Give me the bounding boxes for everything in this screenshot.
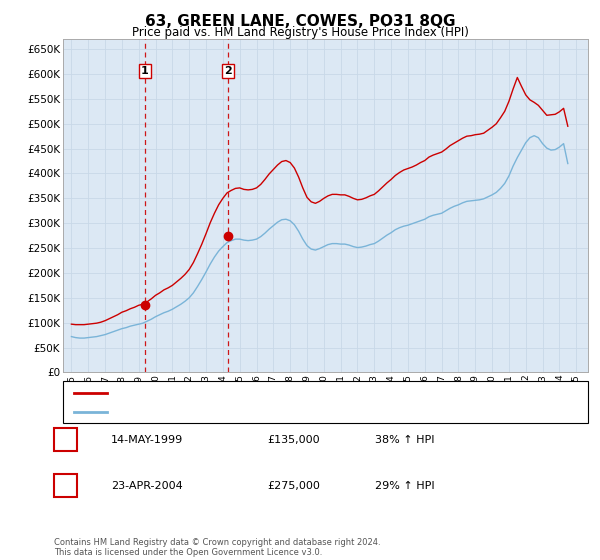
Text: 1: 1 <box>61 433 70 446</box>
Text: £275,000: £275,000 <box>267 480 320 491</box>
Text: Contains HM Land Registry data © Crown copyright and database right 2024.
This d: Contains HM Land Registry data © Crown c… <box>54 538 380 557</box>
Text: 2: 2 <box>224 66 232 76</box>
Text: Price paid vs. HM Land Registry's House Price Index (HPI): Price paid vs. HM Land Registry's House … <box>131 26 469 39</box>
Text: 2: 2 <box>61 479 70 492</box>
Text: 29% ↑ HPI: 29% ↑ HPI <box>375 480 434 491</box>
Text: 1: 1 <box>141 66 149 76</box>
Text: HPI: Average price, detached house, Isle of Wight: HPI: Average price, detached house, Isle… <box>114 407 355 417</box>
Text: 63, GREEN LANE, COWES, PO31 8QG: 63, GREEN LANE, COWES, PO31 8QG <box>145 14 455 29</box>
Text: 23-APR-2004: 23-APR-2004 <box>111 480 183 491</box>
Text: 14-MAY-1999: 14-MAY-1999 <box>111 435 183 445</box>
Text: £135,000: £135,000 <box>267 435 320 445</box>
Text: 63, GREEN LANE, COWES, PO31 8QG (detached house): 63, GREEN LANE, COWES, PO31 8QG (detache… <box>114 388 383 398</box>
Text: 38% ↑ HPI: 38% ↑ HPI <box>375 435 434 445</box>
